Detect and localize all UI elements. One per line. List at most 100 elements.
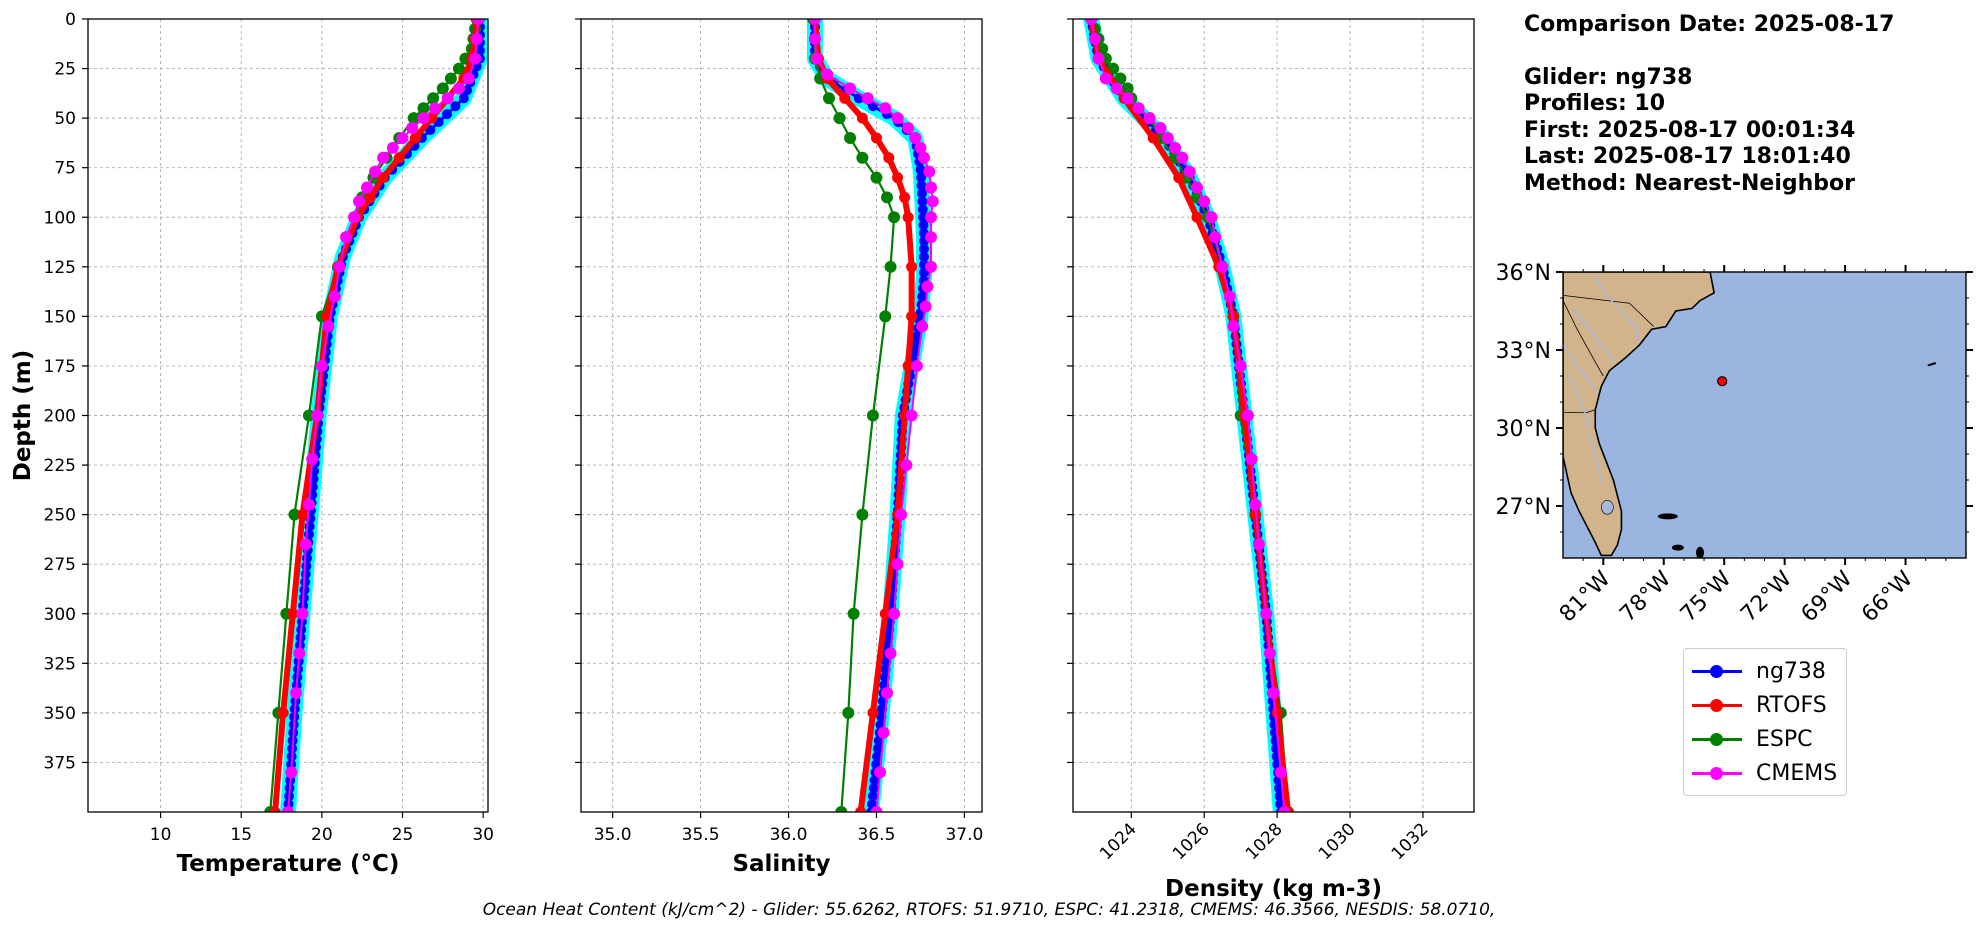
x-tick-label: 20 xyxy=(311,825,333,845)
x-axis-label: Salinity xyxy=(732,851,830,877)
marker-rtofs xyxy=(902,360,914,372)
map-area xyxy=(1563,272,1966,558)
bermuda xyxy=(1927,362,1937,367)
marker-espc xyxy=(870,171,883,184)
y-tick-label: 25 xyxy=(54,60,76,80)
marker-cmems xyxy=(905,409,918,422)
x-axis-label: Density (kg m-3) xyxy=(1165,876,1382,902)
marker-cmems xyxy=(470,32,483,45)
marker-cmems xyxy=(1223,290,1236,303)
y-tick-label: 50 xyxy=(54,109,76,129)
marker-rtofs xyxy=(899,191,911,203)
marker-ng738 xyxy=(916,172,927,183)
map-lat-label: 27°N xyxy=(1496,495,1551,520)
x-tick-label: 1028 xyxy=(1242,819,1287,864)
marker-rtofs xyxy=(839,92,851,104)
marker-cmems xyxy=(1260,607,1273,620)
marker-cmems xyxy=(916,320,929,333)
marker-cmems xyxy=(1267,687,1280,700)
legend: ng738 RTOFS ESPC CMEMS xyxy=(1683,648,1847,796)
marker-rtofs xyxy=(1173,172,1185,184)
marker-cmems xyxy=(302,498,315,511)
marker-ng738 xyxy=(872,751,883,762)
marker-ng738 xyxy=(918,243,929,254)
x-tick-label: 35.0 xyxy=(594,825,632,845)
marker-cmems xyxy=(462,72,475,85)
y-tick-label: 250 xyxy=(44,506,76,526)
marker-ng738 xyxy=(918,220,929,231)
marker-rtofs xyxy=(1147,132,1159,144)
marker-cmems xyxy=(1085,19,1098,25)
marker-cmems xyxy=(1099,72,1112,85)
info-panel: Comparison Date: 2025-08-17 Glider: ng738… xyxy=(1524,12,1894,197)
marker-cmems xyxy=(808,32,821,45)
glider-location-marker xyxy=(1717,376,1728,387)
marker-cmems xyxy=(361,181,374,194)
marker-cmems xyxy=(861,92,874,105)
first-profile-time: First: 2025-08-17 00:01:34 xyxy=(1524,117,1856,143)
state-border xyxy=(1563,409,1596,413)
y-axis-label: Depth (m) xyxy=(10,350,36,482)
marker-espc xyxy=(452,62,465,75)
y-tick-label: 0 xyxy=(65,10,76,30)
marker-espc xyxy=(835,806,848,812)
x-tick-label: 1032 xyxy=(1388,819,1433,864)
legend-marker xyxy=(1710,732,1723,746)
marker-cmems xyxy=(386,141,399,154)
marker-cmems xyxy=(810,52,823,65)
island xyxy=(1671,544,1684,551)
legend-label: ESPC xyxy=(1756,726,1813,752)
marker-ng738 xyxy=(910,339,921,350)
marker-ng738 xyxy=(300,577,311,588)
marker-espc xyxy=(844,131,857,144)
x-tick-label: 1024 xyxy=(1096,819,1141,864)
map-lon-label: 75°W xyxy=(1676,566,1737,627)
map-lon-label: 69°W xyxy=(1797,566,1858,627)
marker-rtofs xyxy=(879,608,891,620)
marker-cmems xyxy=(377,151,390,164)
marker-cmems xyxy=(306,453,319,466)
marker-rtofs xyxy=(906,261,918,273)
marker-cmems xyxy=(282,806,294,812)
marker-cmems xyxy=(895,508,908,521)
x-tick-label: 1030 xyxy=(1315,819,1360,864)
state-border xyxy=(1563,300,1604,377)
river xyxy=(1568,375,1590,429)
map-lat-label: 33°N xyxy=(1496,339,1551,364)
marker-cmems xyxy=(891,112,904,125)
marker-espc xyxy=(847,607,860,620)
marker-cmems xyxy=(472,19,485,25)
map-lat-label: 36°N xyxy=(1496,261,1551,286)
marker-cmems xyxy=(921,280,934,293)
marker-cmems xyxy=(884,647,897,660)
marker-cmems xyxy=(290,687,303,700)
marker-cmems xyxy=(1252,538,1265,551)
marker-espc xyxy=(288,508,301,521)
y-tick-label: 275 xyxy=(44,555,76,575)
marker-espc xyxy=(1114,72,1127,85)
marker-cmems xyxy=(909,131,922,144)
marker-espc xyxy=(833,112,846,125)
marker-cmems xyxy=(428,102,441,115)
map-lon-label: 81°W xyxy=(1555,566,1616,627)
marker-espc xyxy=(879,310,892,323)
y-tick-label: 125 xyxy=(44,258,76,278)
legend-marker xyxy=(1710,664,1723,678)
interpolation-method: Method: Nearest-Neighbor xyxy=(1524,170,1855,196)
marker-cmems xyxy=(1092,52,1105,65)
marker-cmems xyxy=(348,211,361,224)
legend-item-rtofs: RTOFS xyxy=(1692,688,1827,722)
lake xyxy=(1601,499,1614,515)
marker-espc xyxy=(881,191,894,204)
marker-espc xyxy=(822,92,835,105)
legend-label: CMEMS xyxy=(1756,760,1838,786)
marker-ng738 xyxy=(300,569,311,580)
marker-cmems xyxy=(1278,806,1291,812)
legend-label: RTOFS xyxy=(1756,692,1827,718)
marker-cmems xyxy=(417,112,430,125)
map-lon-label: 72°W xyxy=(1736,566,1797,627)
marker-espc xyxy=(856,151,869,164)
marker-espc xyxy=(417,102,430,115)
